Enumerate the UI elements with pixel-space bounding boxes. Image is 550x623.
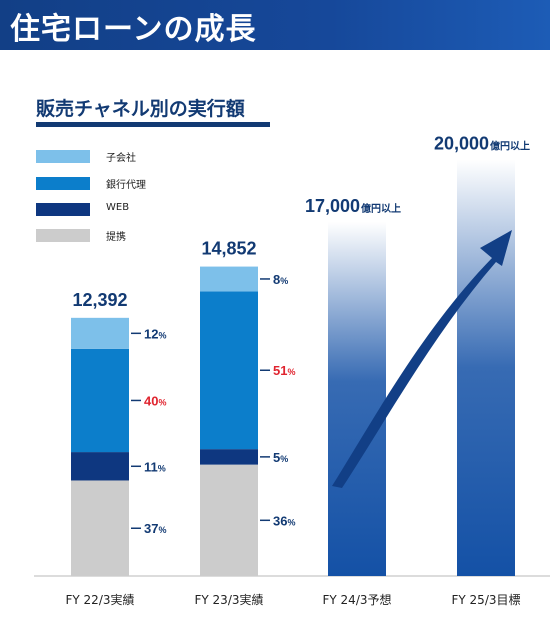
data-label: 12% xyxy=(144,326,166,341)
data-label: 36% xyxy=(273,513,295,528)
legend-label: WEB xyxy=(106,202,130,213)
data-label-percent: % xyxy=(280,276,288,286)
legend-item-subsidiary: 子会社 xyxy=(36,150,236,164)
data-label-number: 12 xyxy=(144,326,158,341)
legend-swatch xyxy=(36,150,90,163)
data-label: 40% xyxy=(144,393,166,408)
legend-label: 提携 xyxy=(106,232,126,243)
bar-segment xyxy=(200,291,258,450)
data-label: 51% xyxy=(273,363,295,378)
category-label: FY 23/3実績 xyxy=(195,592,264,607)
data-label: 5% xyxy=(273,450,288,465)
data-label-percent: % xyxy=(158,397,166,407)
data-label-percent: % xyxy=(287,367,295,377)
bar-segment xyxy=(200,266,258,292)
total-label: 20,000億円以上 xyxy=(434,133,530,153)
legend-item-bank-agency: 銀行代理 xyxy=(36,177,236,191)
total-label: 12,392 xyxy=(72,290,127,310)
data-label: 11% xyxy=(144,459,166,474)
data-label-number: 11 xyxy=(144,459,158,474)
legend-swatch xyxy=(36,229,90,242)
total-label-suffix: 億円以上 xyxy=(361,202,401,215)
data-label-percent: % xyxy=(158,463,166,473)
bar-segment xyxy=(71,348,129,453)
legend-label: 銀行代理 xyxy=(106,180,146,191)
chart-subtitle: 販売チャネル別の実行額 xyxy=(36,98,245,120)
page-title: 住宅ローンの成長 xyxy=(10,12,257,47)
legend-swatch xyxy=(36,177,90,190)
total-label-suffix: 億円以上 xyxy=(490,139,530,152)
total-label: 14,852 xyxy=(201,239,256,259)
data-label: 37% xyxy=(144,521,166,536)
total-label: 17,000億円以上 xyxy=(305,196,401,216)
data-label-number: 36 xyxy=(273,513,287,528)
data-label: 8% xyxy=(273,272,288,287)
total-label-number: 17,000 xyxy=(305,196,360,216)
data-label-percent: % xyxy=(158,330,166,340)
total-label-number: 20,000 xyxy=(434,133,489,153)
bar-segment xyxy=(71,452,129,481)
data-label-number: 51 xyxy=(273,363,287,378)
data-label-percent: % xyxy=(287,517,295,527)
data-label-number: 40 xyxy=(144,393,158,408)
data-label-number: 5 xyxy=(273,450,280,465)
category-label: FY 24/3予想 xyxy=(323,592,392,607)
bar-segment xyxy=(200,449,258,465)
growth-arrow xyxy=(332,230,512,488)
bar-segment xyxy=(71,317,129,349)
header-banner: 住宅ローンの成長 xyxy=(0,0,550,50)
legend-item-partner: 提携 xyxy=(36,229,236,243)
forecast-bar xyxy=(328,221,386,577)
data-label-percent: % xyxy=(158,525,166,535)
legend-swatch xyxy=(36,203,90,216)
legend-item-web: WEB xyxy=(36,202,236,217)
data-label-number: 8 xyxy=(273,272,280,287)
legend-label: 子会社 xyxy=(106,153,136,164)
data-label-percent: % xyxy=(280,454,288,464)
subtitle-underline xyxy=(36,122,270,127)
data-label-number: 37 xyxy=(144,521,158,536)
bar-segment xyxy=(200,464,258,576)
forecast-bar xyxy=(457,159,515,577)
category-label: FY 25/3目標 xyxy=(452,593,521,607)
bar-segment xyxy=(71,480,129,576)
category-label: FY 22/3実績 xyxy=(66,592,135,607)
